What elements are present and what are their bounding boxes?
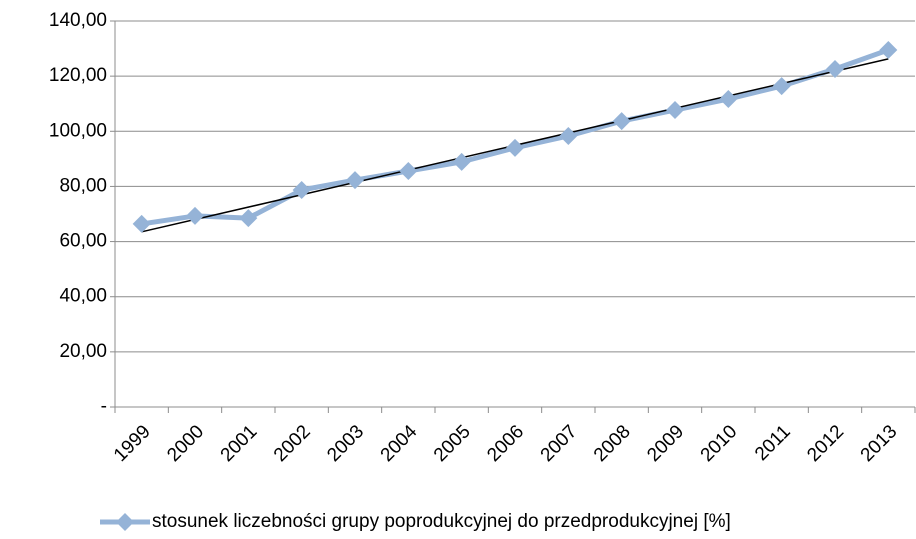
marker	[132, 214, 151, 233]
x-tick-label: 2013	[857, 421, 902, 466]
y-tick-label: 60,00	[59, 231, 107, 252]
y-tick-label: -	[101, 396, 107, 417]
x-tick-label: 1999	[110, 421, 155, 466]
x-tick-label: 2001	[217, 421, 262, 466]
x-tick-label: 2012	[803, 421, 848, 466]
marker	[346, 171, 364, 190]
marker	[399, 161, 418, 180]
legend-label: stosunek liczebności grupy poprodukcyjne…	[152, 511, 731, 532]
x-tick-label: 2010	[697, 421, 742, 466]
marker	[506, 138, 524, 157]
x-tick-label: 2005	[430, 421, 475, 466]
marker	[719, 90, 738, 109]
x-tick-label: 2002	[270, 421, 315, 466]
x-tick-label: 2009	[643, 421, 688, 466]
x-tick-label: 2006	[483, 421, 528, 466]
marker	[826, 59, 844, 78]
y-tick-label: 40,00	[59, 286, 107, 307]
marker	[292, 181, 311, 200]
x-tick-label: 2000	[163, 421, 208, 466]
y-tick-label: 20,00	[59, 341, 107, 362]
y-tick-label: 120,00	[49, 65, 107, 86]
marker	[186, 206, 204, 225]
marker	[612, 112, 631, 131]
y-tick-label: 100,00	[49, 120, 107, 141]
legend-marker	[116, 513, 134, 531]
x-tick-label: 2008	[590, 421, 635, 466]
marker	[666, 101, 684, 120]
x-tick-label: 2007	[537, 421, 582, 466]
x-tick-label: 2011	[751, 421, 795, 465]
x-tick-label: 2004	[377, 421, 422, 466]
marker	[239, 209, 258, 228]
y-tick-label: 80,00	[59, 175, 107, 196]
marker	[559, 126, 578, 145]
marker	[879, 40, 898, 59]
x-tick-label: 2003	[323, 421, 368, 466]
y-tick-label: 140,00	[49, 10, 107, 31]
marker	[772, 77, 791, 96]
marker	[452, 152, 471, 171]
